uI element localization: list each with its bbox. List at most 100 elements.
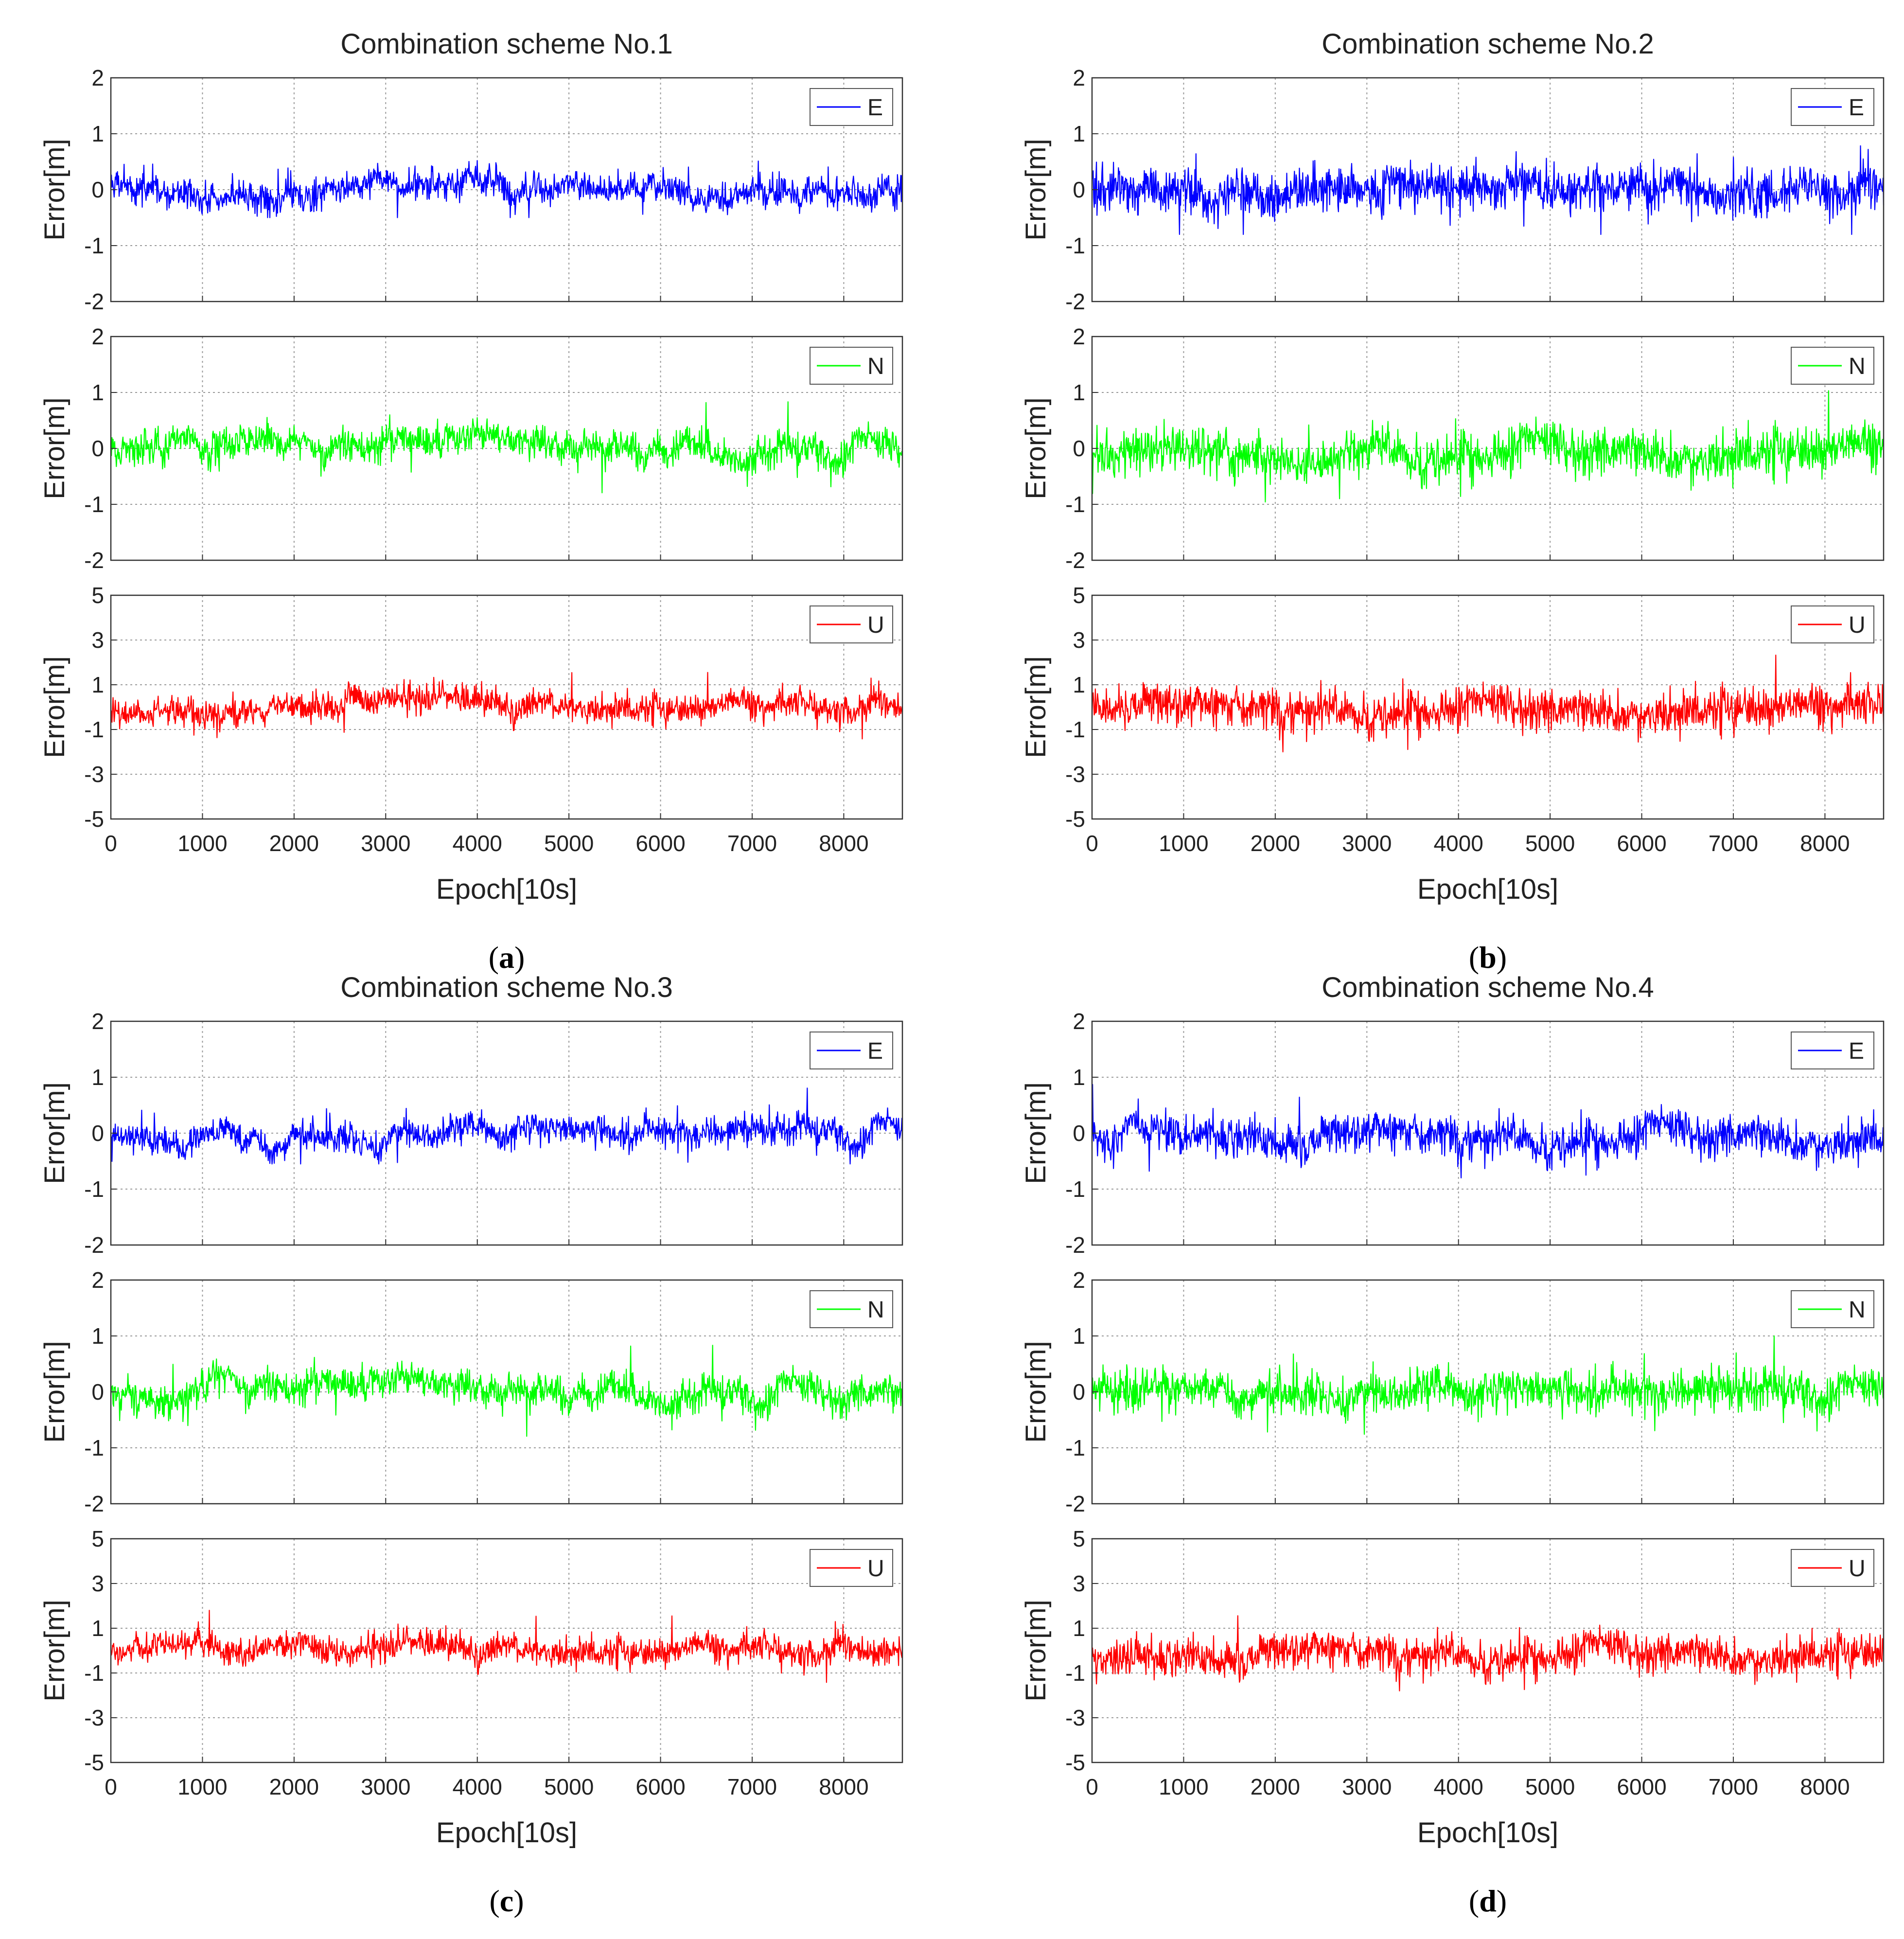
- y-tick-label: 1: [1073, 672, 1085, 697]
- legend-label-U: U: [1849, 1556, 1866, 1582]
- x-tick-label: 3000: [361, 1774, 410, 1799]
- y-tick-label: 5: [91, 1526, 104, 1551]
- y-tick-label: -2: [1065, 548, 1085, 573]
- y-axis-label: Error[m]: [1020, 139, 1052, 240]
- x-tick-label: 5000: [544, 1774, 594, 1799]
- caption-letter: c: [500, 1884, 513, 1918]
- x-tick-label: 1000: [1159, 1774, 1208, 1799]
- legend-label-U: U: [1849, 612, 1866, 638]
- x-tick-label: 1000: [177, 1774, 227, 1799]
- legend: U: [810, 605, 893, 643]
- panel-U: 5 3 1 -1 -3 -5 Error[m] U: [1020, 583, 1885, 832]
- x-tick-label: 7000: [1709, 831, 1758, 856]
- y-tick-label: 0: [91, 177, 104, 202]
- y-tick-label: 2: [1073, 324, 1085, 349]
- x-tick-label: 2000: [1251, 831, 1300, 856]
- x-tick-label: 4000: [453, 1774, 502, 1799]
- y-axis-label: Error[m]: [39, 656, 71, 758]
- y-tick-label: 1: [91, 1065, 104, 1090]
- y-tick-label: 0: [1073, 1379, 1085, 1405]
- x-tick-label: 6000: [1617, 1774, 1666, 1799]
- legend-label-E: E: [867, 95, 883, 121]
- y-axis-label: Error[m]: [1020, 1082, 1052, 1184]
- y-tick-label: 2: [1073, 65, 1085, 90]
- plot-area: [1092, 1539, 1884, 1762]
- x-tick-label: 8000: [1800, 831, 1850, 856]
- panel-E: 2 1 0 -1 -2 Error[m] E: [39, 1009, 903, 1258]
- y-tick-label: 1: [91, 1616, 104, 1641]
- x-tick-label: 5000: [544, 831, 594, 856]
- y-tick-label: 1: [91, 121, 104, 146]
- legend: N: [810, 347, 893, 385]
- x-tick-label: 6000: [1617, 831, 1666, 856]
- x-tick-label: 4000: [453, 831, 502, 856]
- series-line-N: [1091, 390, 1885, 503]
- panel-U: 5 3 1 -1 -3 -5 Error[m] U: [39, 1526, 903, 1775]
- x-tick-label: 0: [1086, 831, 1098, 856]
- legend: U: [1791, 605, 1874, 643]
- x-tick-label: 3000: [1342, 1774, 1392, 1799]
- y-tick-label: -1: [1065, 1660, 1085, 1686]
- y-tick-label: -2: [84, 1232, 104, 1258]
- caption-letter: d: [1479, 1884, 1497, 1918]
- series-line-E: [110, 1087, 903, 1165]
- x-tick-label: 0: [105, 831, 117, 856]
- y-tick-label: -1: [84, 492, 104, 517]
- y-tick-label: -5: [84, 806, 104, 832]
- panel-E: 2 1 0 -1 -2 Error[m] E: [39, 65, 903, 314]
- y-tick-label: 3: [91, 627, 104, 653]
- x-axis-label: Epoch[10s]: [436, 1817, 577, 1849]
- y-tick-label: -1: [1065, 233, 1085, 258]
- x-tick-label: 8000: [819, 1774, 868, 1799]
- chart-title: Combination scheme No.4: [1322, 972, 1654, 1003]
- series-line-N: [110, 401, 903, 494]
- y-tick-label: -1: [84, 1435, 104, 1460]
- y-tick-label: -5: [84, 1750, 104, 1775]
- y-tick-label: 1: [91, 1323, 104, 1349]
- series-line-E: [1091, 1084, 1885, 1179]
- x-tick-label: 5000: [1525, 831, 1575, 856]
- x-tick-label: 3000: [361, 831, 410, 856]
- y-tick-label: -1: [1065, 1176, 1085, 1202]
- y-tick-label: 1: [1073, 1065, 1085, 1090]
- legend-label-E: E: [1849, 95, 1864, 121]
- y-tick-label: -1: [84, 1176, 104, 1202]
- y-axis-label: Error[m]: [1020, 1600, 1052, 1701]
- y-tick-label: 3: [91, 1571, 104, 1596]
- subfigure-caption: (d): [1469, 1884, 1507, 1918]
- y-tick-label: 0: [91, 436, 104, 461]
- legend: N: [1791, 1290, 1874, 1328]
- subfigure-caption: (c): [489, 1884, 524, 1918]
- chart-title: Combination scheme No.2: [1322, 28, 1654, 60]
- x-tick-label: 4000: [1434, 1774, 1483, 1799]
- x-tick-label: 4000: [1434, 831, 1483, 856]
- y-tick-label: 1: [1073, 121, 1085, 146]
- y-tick-label: -2: [1065, 289, 1085, 314]
- legend-label-U: U: [867, 1556, 884, 1582]
- y-tick-label: -1: [1065, 492, 1085, 517]
- legend: E: [1791, 88, 1874, 126]
- y-tick-label: 1: [91, 672, 104, 697]
- legend: U: [1791, 1549, 1874, 1587]
- y-tick-label: 5: [1073, 583, 1085, 608]
- y-axis-label: Error[m]: [39, 1082, 71, 1184]
- y-tick-label: -1: [84, 717, 104, 742]
- y-tick-label: -2: [1065, 1491, 1085, 1516]
- y-tick-label: 2: [91, 65, 104, 90]
- y-tick-label: 5: [1073, 1526, 1085, 1551]
- caption-letter: b: [1479, 940, 1497, 975]
- panel-U: 5 3 1 -1 -3 -5 Error[m] U: [39, 583, 903, 832]
- legend-label-N: N: [867, 1297, 884, 1323]
- y-tick-label: 5: [91, 583, 104, 608]
- y-tick-label: 1: [91, 380, 104, 405]
- x-tick-label: 3000: [1342, 831, 1392, 856]
- axes-frame: [110, 594, 903, 820]
- subfigure-b: Combination scheme No.2 2 1 0 -1 -2 Error[m] E 2…: [1020, 28, 1885, 975]
- y-axis-label: Error[m]: [39, 139, 71, 240]
- y-tick-label: -1: [1065, 1435, 1085, 1460]
- legend: N: [1791, 347, 1874, 385]
- x-tick-label: 2000: [269, 831, 319, 856]
- panel-N: 2 1 0 -1 -2 Error[m] N: [1020, 1267, 1885, 1516]
- subfigure-caption: (b): [1469, 940, 1507, 975]
- y-tick-label: 2: [1073, 1267, 1085, 1293]
